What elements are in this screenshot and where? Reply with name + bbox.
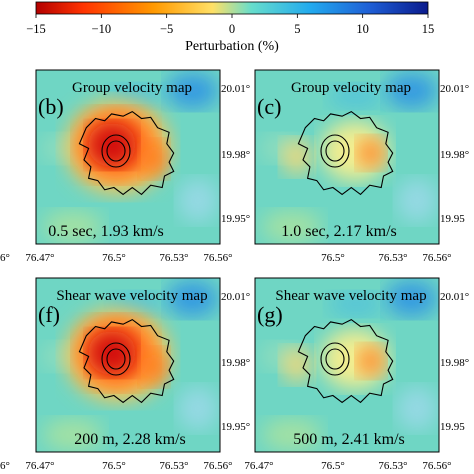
- x-tick-label: 76.47°: [25, 252, 54, 264]
- crater-inner-ring: [101, 342, 131, 376]
- colorbar-tick-label: −15: [26, 22, 46, 36]
- velocity-field: [36, 70, 220, 244]
- crater-rim-outline: [297, 110, 394, 196]
- x-tick-label: 76.56°: [422, 252, 451, 264]
- anomaly-blob: [396, 386, 437, 431]
- crater-inner-ring: [101, 134, 131, 168]
- anomaly-blob: [166, 72, 219, 109]
- anomaly-blob: [385, 72, 438, 109]
- y-tick-label: 19.95°: [221, 213, 250, 225]
- panel-letter: (c): [257, 94, 281, 119]
- panel-letter: (g): [257, 302, 283, 327]
- map-frame: [254, 69, 440, 245]
- anomaly-blob: [42, 210, 103, 243]
- crater-inner-ring: [320, 342, 350, 376]
- panel-title: Group velocity map: [291, 80, 411, 96]
- anomaly-blob: [396, 178, 437, 223]
- x-tick-label-cut: 6°: [0, 252, 10, 264]
- x-tick-label: 76.5°: [321, 460, 345, 472]
- y-tick-label: 20.01°: [440, 83, 469, 95]
- map-panel-b: Group velocity map (b) 0.5 sec, 1.93 km/s 2…: [0, 69, 250, 264]
- panel-letter: (b): [38, 94, 64, 119]
- map-frame: [35, 277, 221, 453]
- x-tick-label: 76.56°: [422, 460, 451, 472]
- x-tick-label: 76.5°: [102, 252, 126, 264]
- colorbar-tick-label: −10: [92, 22, 112, 36]
- x-tick-label: 76.5°: [321, 252, 345, 264]
- map-panel-g: Shear wave velocity map(g) 500 m, 2.41 km…: [244, 277, 469, 472]
- x-tick-label: 76.56°: [203, 460, 232, 472]
- y-tick-label: 19.95: [440, 213, 465, 225]
- colorbar-label: Perturbation (%): [185, 39, 279, 54]
- x-tick-label: 76.53°: [159, 460, 188, 472]
- anomaly-blob: [177, 386, 218, 431]
- x-tick-label: 76.47°: [244, 460, 273, 472]
- anomaly-blob: [328, 84, 385, 109]
- anomaly-blob: [385, 280, 438, 317]
- colorbar-tick-label: 15: [422, 22, 435, 36]
- y-tick-label: 20.01°: [221, 83, 250, 95]
- x-tick-label: 76.53°: [378, 460, 407, 472]
- map-frame: [35, 69, 221, 245]
- panels: Group velocity map (b) 0.5 sec, 1.93 km/s 2…: [0, 69, 469, 472]
- colorbar-tick-label: −5: [160, 22, 173, 36]
- velocity-field: [255, 278, 439, 452]
- x-tick-label: 76.53°: [159, 252, 188, 264]
- colorbar-gradient: [35, 1, 429, 15]
- panel-caption: 200 m, 2.28 km/s: [74, 431, 186, 448]
- anomaly-blob: [328, 292, 385, 317]
- velocity-field: [36, 278, 220, 452]
- x-tick-label: 76.5°: [102, 460, 126, 472]
- panel-caption: 0.5 sec, 1.93 km/s: [48, 223, 164, 240]
- x-tick-label: 76.53°: [378, 252, 407, 264]
- colorbar-tick-label: 10: [356, 22, 369, 36]
- colorbar: −15 −10 −5 0 5 10 15 Perturbation (%): [26, 1, 434, 54]
- colorbar-ticks: −15 −10 −5 0 5 10 15: [26, 14, 434, 36]
- anomaly-blob: [140, 141, 168, 177]
- crater-rim-outline: [78, 110, 175, 196]
- y-tick-label: 20.01°: [221, 291, 250, 303]
- y-tick-label: 19.95: [440, 421, 465, 433]
- colorbar-tick-label: 0: [229, 22, 235, 36]
- anomaly-blob: [166, 280, 219, 317]
- anomaly-blob: [357, 345, 385, 377]
- anomaly-blob: [281, 347, 313, 383]
- map-panel-c: Group velocity map (c) 1.0 sec, 2.17 km/s 2…: [254, 69, 469, 264]
- panel-title: Shear wave velocity map: [56, 288, 207, 304]
- anomaly-blob: [261, 210, 322, 243]
- anomaly-blob: [281, 139, 313, 175]
- anomaly-blob: [357, 137, 385, 169]
- y-tick-label: 19.98°: [221, 149, 250, 161]
- crater-inner-ring: [325, 348, 345, 370]
- x-tick-label: 76.56°: [203, 252, 232, 264]
- x-tick-label: 76.47°: [25, 460, 54, 472]
- crater-inner-ring: [106, 348, 126, 370]
- y-tick-label: 19.98°: [221, 357, 250, 369]
- anomaly-blob: [140, 349, 168, 385]
- panel-caption: 500 m, 2.41 km/s: [293, 431, 405, 448]
- crater-inner-ring: [106, 140, 126, 162]
- y-tick-label: 19.98°: [440, 357, 469, 369]
- crater-rim-outline: [78, 318, 175, 404]
- crater-inner-ring: [320, 134, 350, 168]
- velocity-field: [255, 70, 439, 244]
- map-panel-f: Shear wave velocity map(f) 200 m, 2.28 km…: [0, 277, 250, 472]
- anomaly-blob: [261, 418, 322, 451]
- panel-caption: 1.0 sec, 2.17 km/s: [281, 223, 397, 240]
- crater-rim-outline: [297, 318, 394, 404]
- map-frame: [254, 277, 440, 453]
- colorbar-tick-label: 5: [294, 22, 300, 36]
- panel-title: Group velocity map: [72, 80, 192, 96]
- y-tick-label: 19.95°: [221, 421, 250, 433]
- y-tick-label: 19.98°: [440, 149, 469, 161]
- anomaly-blob: [42, 418, 103, 451]
- panel-title: Shear wave velocity map: [275, 288, 426, 304]
- panel-letter: (f): [38, 302, 60, 327]
- crater-inner-ring: [325, 140, 345, 162]
- x-tick-label-cut: 6°: [0, 460, 10, 472]
- anomaly-blob: [177, 178, 218, 223]
- y-tick-label: 20.01°: [440, 291, 469, 303]
